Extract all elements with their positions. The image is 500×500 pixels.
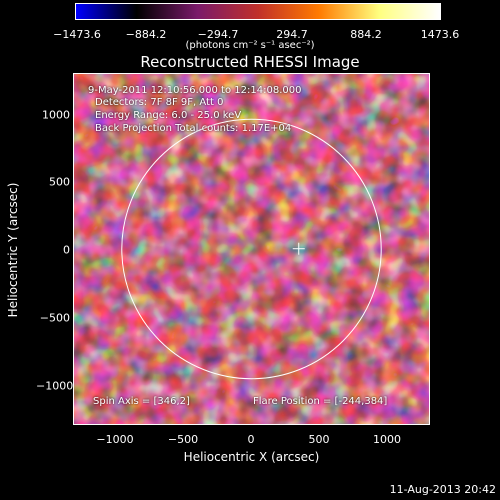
- colorbar-units: (photons cm⁻² s⁻¹ asec⁻²): [185, 40, 315, 51]
- colorbar-tick: −1473.6: [53, 28, 101, 41]
- colorbar-tick: 1473.6: [420, 28, 460, 41]
- detectors-label: Detectors: 7F 8F 9F, Att 0: [95, 97, 224, 108]
- image-canvas: [74, 74, 429, 424]
- colorbar-tick: 294.7: [276, 28, 308, 41]
- colorbar: [75, 3, 441, 20]
- colorbar-tick: 884.2: [350, 28, 382, 41]
- colorbar-tick: −884.2: [125, 28, 167, 41]
- spin-axis-label: Spin Axis = [346,2]: [93, 396, 190, 407]
- x-tick-label: 0: [247, 433, 255, 446]
- method-counts-label: Back Projection Total counts: 1.17E+04: [95, 123, 292, 134]
- colorbar-tick: −294.7: [197, 28, 239, 41]
- image-title: Reconstructed RHESSI Image: [140, 53, 360, 71]
- y-tick-label: 0: [63, 243, 70, 257]
- footer-date: 11-Aug-2013 20:42: [389, 483, 496, 496]
- y-tick-label: 1000: [42, 108, 70, 122]
- rhessi-image-plot: 9-May-2011 12:10:56.000 to 12:14:08.000 …: [73, 73, 430, 425]
- solar-limb-circle: [121, 118, 382, 380]
- energy-range-label: Energy Range: 6.0 - 25.0 keV: [95, 110, 242, 121]
- flare-position-label: Flare Position = [-244,384]: [253, 396, 388, 407]
- y-tick-label: −500: [39, 311, 70, 325]
- time-range-label: 9-May-2011 12:10:56.000 to 12:14:08.000: [88, 85, 302, 96]
- x-tick-label: 500: [308, 433, 330, 446]
- y-axis-label: Heliocentric Y (arcsec): [6, 182, 20, 318]
- y-tick-label: −1000: [36, 379, 74, 393]
- flux-map: [74, 74, 429, 424]
- x-tick-label: −500: [167, 433, 199, 446]
- x-tick-label: −1000: [96, 433, 134, 446]
- x-tick-label: 1000: [373, 433, 401, 446]
- spin-axis-cross: [292, 242, 305, 255]
- y-tick-label: 500: [49, 175, 70, 189]
- x-axis-label: Heliocentric X (arcsec): [183, 450, 320, 464]
